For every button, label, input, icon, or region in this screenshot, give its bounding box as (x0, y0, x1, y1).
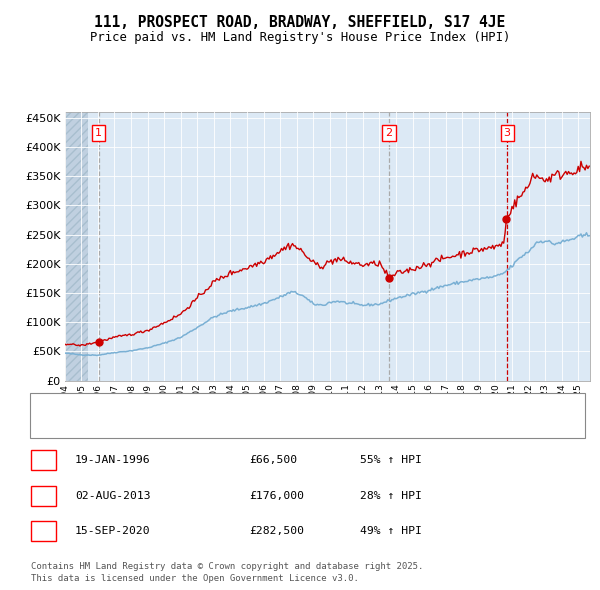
Text: 28% ↑ HPI: 28% ↑ HPI (360, 491, 422, 500)
Text: Price paid vs. HM Land Registry's House Price Index (HPI): Price paid vs. HM Land Registry's House … (90, 31, 510, 44)
Text: £66,500: £66,500 (249, 455, 297, 465)
Text: 49% ↑ HPI: 49% ↑ HPI (360, 526, 422, 536)
Text: 02-AUG-2013: 02-AUG-2013 (75, 491, 151, 500)
Text: 19-JAN-1996: 19-JAN-1996 (75, 455, 151, 465)
Text: 3: 3 (40, 525, 47, 537)
Text: 111, PROSPECT ROAD, BRADWAY, SHEFFIELD, S17 4JE: 111, PROSPECT ROAD, BRADWAY, SHEFFIELD, … (94, 15, 506, 30)
Text: Contains HM Land Registry data © Crown copyright and database right 2025.: Contains HM Land Registry data © Crown c… (31, 562, 424, 571)
Text: 1: 1 (95, 128, 103, 138)
Text: 15-SEP-2020: 15-SEP-2020 (75, 526, 151, 536)
Text: 3: 3 (503, 128, 511, 138)
Text: £176,000: £176,000 (249, 491, 304, 500)
Text: 55% ↑ HPI: 55% ↑ HPI (360, 455, 422, 465)
Text: HPI: Average price, semi-detached house, Sheffield: HPI: Average price, semi-detached house,… (76, 421, 376, 431)
Text: 2: 2 (386, 128, 392, 138)
Text: 111, PROSPECT ROAD, BRADWAY, SHEFFIELD, S17 4JE (semi-detached house): 111, PROSPECT ROAD, BRADWAY, SHEFFIELD, … (76, 400, 490, 410)
Text: This data is licensed under the Open Government Licence v3.0.: This data is licensed under the Open Gov… (31, 574, 359, 583)
Text: 1: 1 (40, 454, 47, 467)
Text: £282,500: £282,500 (249, 526, 304, 536)
Text: 2: 2 (40, 489, 47, 502)
